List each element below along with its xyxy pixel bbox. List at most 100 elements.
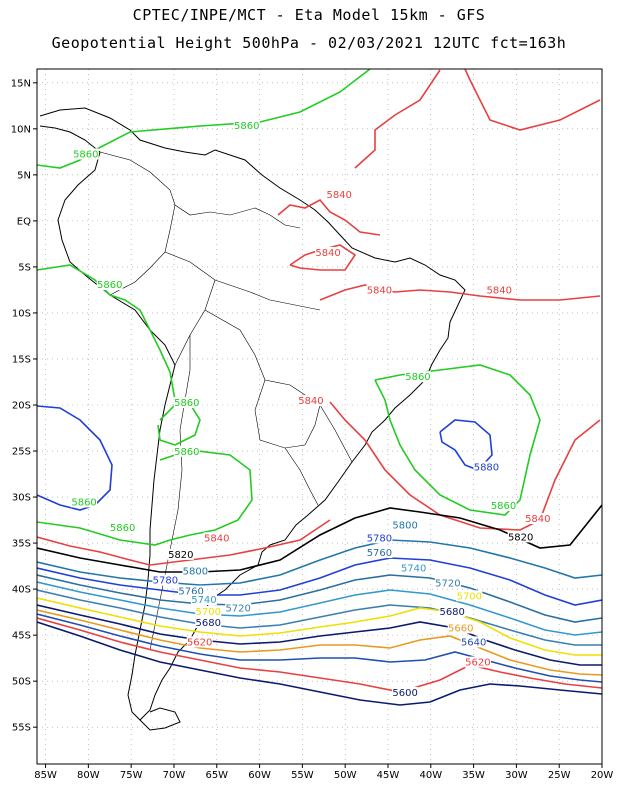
- contour-5680: [37, 604, 602, 666]
- contour-label: 5680: [195, 618, 220, 629]
- contour-label-bg: [182, 565, 209, 577]
- contour-label-bg: [404, 371, 431, 383]
- contour-label-bg: [486, 284, 513, 296]
- contour-label: 5840: [525, 514, 550, 525]
- map-title-line2: Geopotential Height 500hPa - 02/03/2021 …: [51, 34, 567, 52]
- contour-5760: [37, 574, 602, 623]
- contour-5880: [37, 405, 113, 511]
- contour-label-bg: [490, 500, 517, 512]
- contour-label-bg: [456, 590, 483, 602]
- lon-tick-label: 85W: [34, 770, 57, 781]
- lat-tick-label: 35S: [12, 539, 31, 550]
- contour-label: 5820: [168, 550, 193, 561]
- lat-tick-label: 15N: [11, 78, 31, 89]
- contour-5720: [37, 589, 602, 646]
- contour-label-bg: [109, 522, 136, 534]
- lat-tick-label: 10N: [11, 124, 31, 135]
- contour-label-bg: [366, 532, 393, 544]
- contour-5620: [37, 617, 602, 693]
- contour-label: 5700: [195, 607, 220, 618]
- contour-label-bg: [315, 246, 342, 258]
- contour-label: 5840: [487, 286, 512, 297]
- contour-label: 5680: [439, 607, 464, 618]
- contour-label: 5720: [225, 603, 250, 614]
- contour-label: 5760: [178, 587, 203, 598]
- map-title-line1: CPTEC/INPE/MCT - Eta Model 15km - GFS: [132, 6, 486, 24]
- lat-tick-label: EQ: [17, 216, 31, 227]
- contour-label-bg: [225, 602, 252, 614]
- lon-tick-label: 35W: [462, 770, 485, 781]
- contour-label: 5620: [465, 658, 490, 669]
- contour-label-bg: [366, 284, 393, 296]
- contour-label: 5780: [367, 533, 392, 544]
- contour-label: 5740: [191, 595, 216, 606]
- contour-label-bg: [464, 656, 491, 668]
- contour-5840: [37, 519, 331, 566]
- contour-label-bg: [326, 188, 353, 200]
- graticule: [37, 69, 603, 764]
- contour-label: 5740: [401, 564, 426, 575]
- contour-label-bg: [473, 461, 500, 473]
- contour-label: 5860: [110, 523, 135, 534]
- contour-label: 5700: [457, 591, 482, 602]
- contour-label-bg: [190, 593, 217, 605]
- contour-label-bg: [233, 119, 260, 131]
- lat-tick-label: 5N: [17, 170, 31, 181]
- axis-ticks: 15N 10N 5N EQ 5S 10S 15S 20S 25S 30S 35S 40S 45S 50S 5…: [11, 78, 614, 781]
- contour-label-bg: [366, 547, 393, 559]
- lon-tick-label: 60W: [248, 770, 271, 781]
- contour-5740: [37, 581, 602, 636]
- contour-label-bg: [167, 548, 194, 560]
- contour-5840: [277, 198, 381, 236]
- contour-label-bg: [203, 532, 230, 544]
- contour-label-bg: [195, 617, 222, 628]
- lon-tick-label: 40W: [419, 770, 442, 781]
- contour-label: 5780: [153, 576, 178, 587]
- lon-tick-label: 75W: [120, 770, 143, 781]
- contour-label-bg: [297, 395, 324, 407]
- contour-label-bg: [72, 148, 99, 160]
- contour-label-bg: [178, 585, 205, 597]
- contour-5840: [319, 284, 601, 301]
- contour-label: 5860: [174, 398, 199, 409]
- contour-label-bg: [400, 562, 427, 574]
- lon-tick-label: 25W: [548, 770, 571, 781]
- contour-5860: [374, 364, 541, 516]
- contour-5820: [37, 504, 602, 573]
- contour-5860: [37, 69, 371, 169]
- contour-label: 5840: [204, 533, 229, 544]
- lat-tick-label: 30S: [12, 493, 31, 504]
- lat-tick-label: 10S: [12, 308, 31, 319]
- country-borders: [99, 151, 353, 651]
- contour-5600: [37, 621, 602, 706]
- lon-tick-label: 70W: [163, 770, 186, 781]
- lat-tick-label: 40S: [12, 585, 31, 596]
- contour-5640: [37, 613, 602, 683]
- contour-label-bg: [507, 531, 534, 543]
- contour-label: 5720: [435, 578, 460, 589]
- contour-5840: [289, 244, 357, 271]
- contour-5840: [329, 401, 601, 531]
- contour-label-bg: [173, 396, 200, 408]
- contour-label-bg: [195, 605, 222, 617]
- contour-label-bg: [524, 512, 551, 524]
- contour-5840: [464, 69, 601, 131]
- lat-tick-label: 15S: [12, 354, 31, 365]
- lon-tick-label: 45W: [377, 770, 400, 781]
- contour-label: 5860: [491, 501, 516, 512]
- contour-label: 5600: [392, 688, 417, 699]
- lat-tick-label: 55S: [12, 723, 31, 734]
- contour-label-bg: [392, 686, 419, 698]
- contour-label-bg: [439, 605, 466, 617]
- map-frame: [36, 68, 603, 765]
- contour-5860: [37, 264, 176, 401]
- contour-label: 5760: [367, 548, 392, 559]
- contour-label-bg: [173, 445, 200, 457]
- contour-label: 5820: [508, 532, 533, 543]
- contour-label: 5840: [326, 190, 351, 201]
- contour-label: 5860: [73, 149, 98, 160]
- contour-labels: 5860 5860 5860 5860 5860 5860 5860 5860 5860 5840…: [71, 119, 551, 699]
- contour-label-bg: [434, 577, 461, 589]
- contour-label: 5860: [234, 121, 259, 132]
